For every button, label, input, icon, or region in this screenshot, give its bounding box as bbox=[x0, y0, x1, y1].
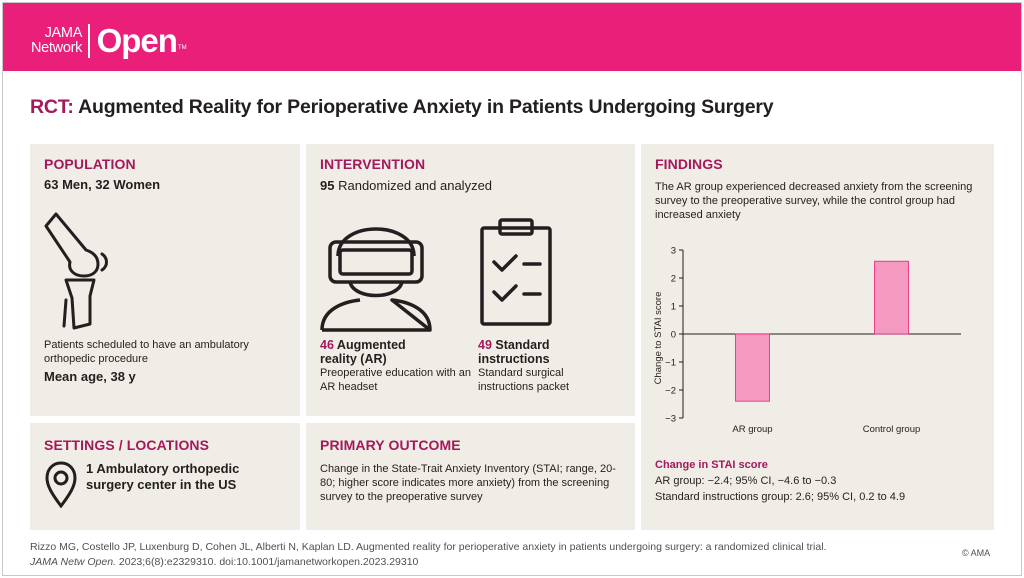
randomized-count: 95 bbox=[320, 178, 335, 193]
population-mean-age: Mean age, 38 y bbox=[44, 369, 136, 384]
knee-joint-icon bbox=[44, 212, 108, 330]
chart-y-tick-label: −3 bbox=[665, 414, 676, 425]
findings-heading: FINDINGS bbox=[655, 156, 723, 172]
jama-network-open-logo: JAMA Network Open TM bbox=[31, 23, 187, 59]
settings-count: 1 bbox=[86, 461, 94, 476]
chart-bar bbox=[874, 260, 909, 335]
ar-group-result: AR group: −2.4; 95% CI, −4.6 to −0.3 bbox=[655, 475, 837, 487]
citation: Rizzo MG, Costello JP, Luxenburg D, Cohe… bbox=[30, 540, 826, 570]
ar-group-name: 46 Augmented reality (AR) bbox=[320, 338, 430, 366]
citation-line2: JAMA Netw Open. 2023;6(8):e2329310. doi:… bbox=[30, 555, 826, 570]
population-panel: POPULATION 63 Men, 32 Women Patients sch… bbox=[30, 144, 300, 416]
findings-panel: FINDINGS The AR group experienced decrea… bbox=[641, 144, 994, 530]
outcome-panel: PRIMARY OUTCOME Change in the State-Trai… bbox=[306, 423, 635, 530]
chart-y-tick-label: 0 bbox=[671, 330, 676, 341]
vr-headset-person-icon bbox=[320, 227, 432, 332]
population-description: Patients scheduled to have an ambulatory… bbox=[44, 339, 249, 365]
stai-change-chart: Change to STAI score 3 2 1 0 −1 −2 −3 AR group C… bbox=[653, 246, 961, 435]
chart-category-label: Control group bbox=[863, 424, 921, 435]
findings-summary: The AR group experienced decreased anxie… bbox=[655, 181, 973, 221]
chart-y-axis-label: Change to STAI score bbox=[653, 292, 664, 385]
citation-line1: Rizzo MG, Costello JP, Luxenburg D, Cohe… bbox=[30, 541, 827, 553]
logo-trademark: TM bbox=[177, 45, 187, 51]
chart-y-tick-label: 2 bbox=[671, 274, 676, 285]
standard-group-count: 49 bbox=[478, 338, 492, 352]
page-title: RCT: Augmented Reality for Perioperative… bbox=[30, 96, 774, 119]
header-bar: JAMA Network Open TM bbox=[3, 3, 1021, 71]
logo-jama: JAMA bbox=[44, 25, 83, 41]
settings-heading: SETTINGS / LOCATIONS bbox=[44, 437, 210, 453]
title-tag: RCT: bbox=[30, 96, 74, 118]
intervention-heading: INTERVENTION bbox=[320, 156, 426, 172]
logo-open: Open bbox=[96, 22, 178, 59]
settings-label: Ambulatory orthopedic surgery center in … bbox=[86, 461, 240, 492]
standard-group-result: Standard instructions group: 2.6; 95% CI… bbox=[655, 491, 906, 503]
intervention-panel: INTERVENTION 95 Randomized and analyzed … bbox=[306, 144, 635, 416]
clipboard-checklist-icon bbox=[480, 218, 552, 326]
ar-group-label: Augmented reality (AR) bbox=[320, 338, 406, 366]
ar-group-description: Preoperative education with an AR headse… bbox=[320, 367, 472, 393]
settings-text: 1 Ambulatory orthopedic surgery center i… bbox=[86, 461, 286, 493]
outcome-heading: PRIMARY OUTCOME bbox=[320, 437, 461, 453]
population-heading: POPULATION bbox=[44, 156, 136, 172]
standard-group-name: 49 Standard instructions bbox=[478, 338, 578, 366]
intervention-randomized: 95 Randomized and analyzed bbox=[320, 179, 492, 193]
population-summary: 63 Men, 32 Women bbox=[44, 177, 161, 192]
standard-group-label: Standard instructions bbox=[478, 338, 550, 366]
logo-network: Network bbox=[31, 40, 83, 56]
change-heading: Change in STAI score bbox=[655, 459, 768, 471]
copyright: © AMA bbox=[962, 548, 991, 558]
citation-journal: JAMA Netw Open. bbox=[30, 556, 116, 568]
chart-y-tick-label: 3 bbox=[671, 246, 676, 257]
chart-bar bbox=[735, 333, 770, 402]
ar-group-count: 46 bbox=[320, 338, 334, 352]
randomized-text: Randomized and analyzed bbox=[338, 178, 493, 193]
standard-group-description: Standard surgical instructions packet bbox=[478, 367, 570, 393]
title-text: Augmented Reality for Perioperative Anxi… bbox=[78, 96, 774, 118]
outcome-text: Change in the State-Trait Anxiety Invent… bbox=[320, 463, 616, 503]
location-pin-icon bbox=[45, 461, 77, 508]
chart-y-tick-label: −1 bbox=[665, 358, 676, 369]
citation-details: 2023;6(8):e2329310. doi:10.1001/jamanetw… bbox=[115, 556, 419, 568]
chart-y-tick-label: 1 bbox=[671, 302, 676, 313]
settings-panel: SETTINGS / LOCATIONS 1 Ambulatory orthop… bbox=[30, 423, 300, 530]
chart-category-label: AR group bbox=[732, 424, 772, 435]
chart-y-tick-label: −2 bbox=[665, 386, 676, 397]
logo-divider bbox=[88, 24, 90, 58]
